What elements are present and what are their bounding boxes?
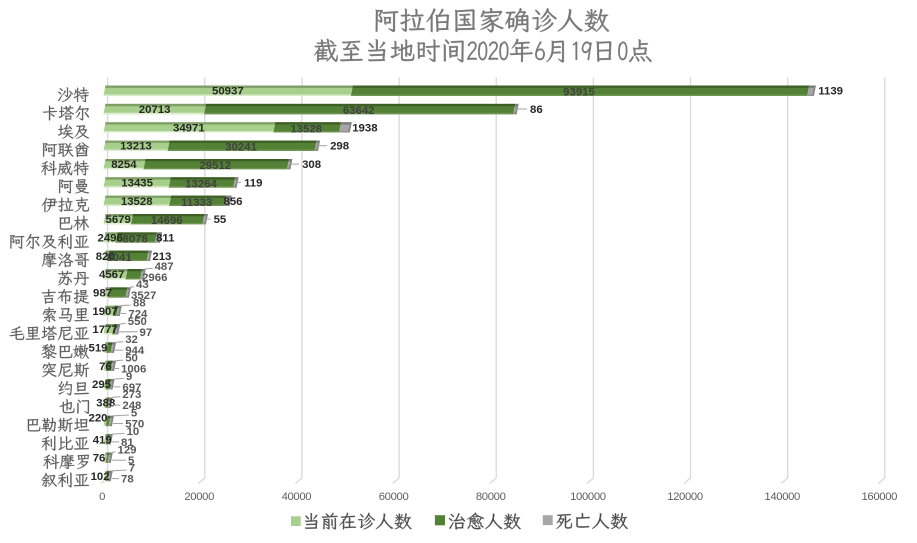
svg-text:8078: 8078 bbox=[123, 234, 148, 246]
svg-text:97: 97 bbox=[140, 327, 153, 339]
svg-text:30241: 30241 bbox=[225, 142, 257, 154]
svg-text:8254: 8254 bbox=[111, 159, 137, 171]
svg-text:40000: 40000 bbox=[282, 491, 312, 503]
svg-text:86: 86 bbox=[530, 104, 543, 116]
svg-text:32: 32 bbox=[125, 334, 138, 346]
svg-text:570: 570 bbox=[125, 419, 144, 431]
svg-text:50: 50 bbox=[125, 353, 138, 365]
svg-text:944: 944 bbox=[125, 345, 145, 357]
svg-text:856: 856 bbox=[224, 196, 243, 208]
svg-text:80000: 80000 bbox=[476, 491, 506, 503]
svg-text:487: 487 bbox=[155, 261, 174, 273]
svg-text:2496: 2496 bbox=[98, 233, 123, 245]
svg-text:100000: 100000 bbox=[570, 491, 606, 503]
svg-text:78: 78 bbox=[121, 474, 134, 486]
svg-text:2966: 2966 bbox=[142, 272, 167, 284]
svg-text:160000: 160000 bbox=[861, 491, 897, 503]
svg-text:20713: 20713 bbox=[139, 104, 171, 116]
svg-text:20000: 20000 bbox=[184, 491, 214, 503]
svg-text:93915: 93915 bbox=[563, 87, 595, 99]
svg-text:1777: 1777 bbox=[92, 324, 117, 336]
svg-text:102: 102 bbox=[91, 471, 110, 483]
svg-text:9: 9 bbox=[126, 371, 132, 383]
svg-text:697: 697 bbox=[122, 382, 141, 394]
svg-text:308: 308 bbox=[302, 159, 321, 171]
svg-text:1139: 1139 bbox=[818, 86, 843, 98]
svg-text:14696: 14696 bbox=[151, 215, 183, 227]
svg-text:1907: 1907 bbox=[92, 306, 117, 318]
svg-text:88: 88 bbox=[133, 298, 146, 310]
svg-text:298: 298 bbox=[330, 141, 349, 153]
svg-text:63642: 63642 bbox=[343, 105, 375, 117]
svg-text:273: 273 bbox=[122, 389, 141, 401]
svg-text:13528: 13528 bbox=[290, 123, 322, 135]
svg-text:140000: 140000 bbox=[764, 491, 800, 503]
svg-text:29512: 29512 bbox=[199, 160, 231, 172]
svg-text:213: 213 bbox=[152, 251, 171, 263]
svg-text:13264: 13264 bbox=[185, 178, 217, 190]
svg-text:119: 119 bbox=[244, 177, 262, 189]
svg-text:60000: 60000 bbox=[379, 491, 409, 503]
svg-text:519: 519 bbox=[89, 343, 108, 355]
svg-text:1938: 1938 bbox=[352, 122, 377, 134]
svg-text:43: 43 bbox=[136, 279, 149, 291]
svg-text:987: 987 bbox=[93, 288, 112, 300]
svg-text:220: 220 bbox=[89, 412, 108, 424]
svg-text:388: 388 bbox=[96, 398, 115, 410]
svg-text:120000: 120000 bbox=[667, 491, 703, 503]
svg-text:13528: 13528 bbox=[121, 196, 153, 208]
svg-text:10: 10 bbox=[127, 426, 140, 438]
svg-text:248: 248 bbox=[122, 400, 141, 412]
svg-text:13213: 13213 bbox=[120, 141, 152, 153]
svg-text:34971: 34971 bbox=[173, 122, 205, 134]
svg-text:11333: 11333 bbox=[181, 197, 212, 209]
svg-text:5679: 5679 bbox=[106, 214, 131, 226]
svg-text:8041: 8041 bbox=[106, 252, 132, 264]
svg-text:5: 5 bbox=[128, 455, 135, 467]
svg-text:550: 550 bbox=[128, 316, 147, 328]
svg-text:129: 129 bbox=[118, 444, 137, 456]
svg-text:13435: 13435 bbox=[121, 177, 153, 189]
svg-text:811: 811 bbox=[156, 233, 175, 245]
svg-text:4567: 4567 bbox=[99, 269, 124, 281]
svg-text:419: 419 bbox=[93, 434, 112, 446]
svg-text:295: 295 bbox=[92, 379, 112, 391]
svg-text:3527: 3527 bbox=[131, 290, 156, 302]
svg-text:55: 55 bbox=[214, 214, 227, 226]
svg-text:76: 76 bbox=[93, 453, 106, 465]
svg-text:81: 81 bbox=[121, 437, 134, 449]
svg-text:1006: 1006 bbox=[121, 364, 146, 376]
svg-text:820: 820 bbox=[96, 251, 115, 263]
svg-text:50937: 50937 bbox=[212, 86, 244, 98]
svg-text:0: 0 bbox=[99, 491, 105, 503]
svg-text:76: 76 bbox=[99, 361, 112, 373]
svg-text:724: 724 bbox=[128, 309, 148, 321]
svg-text:5: 5 bbox=[131, 408, 138, 420]
svg-text:7: 7 bbox=[129, 463, 135, 475]
